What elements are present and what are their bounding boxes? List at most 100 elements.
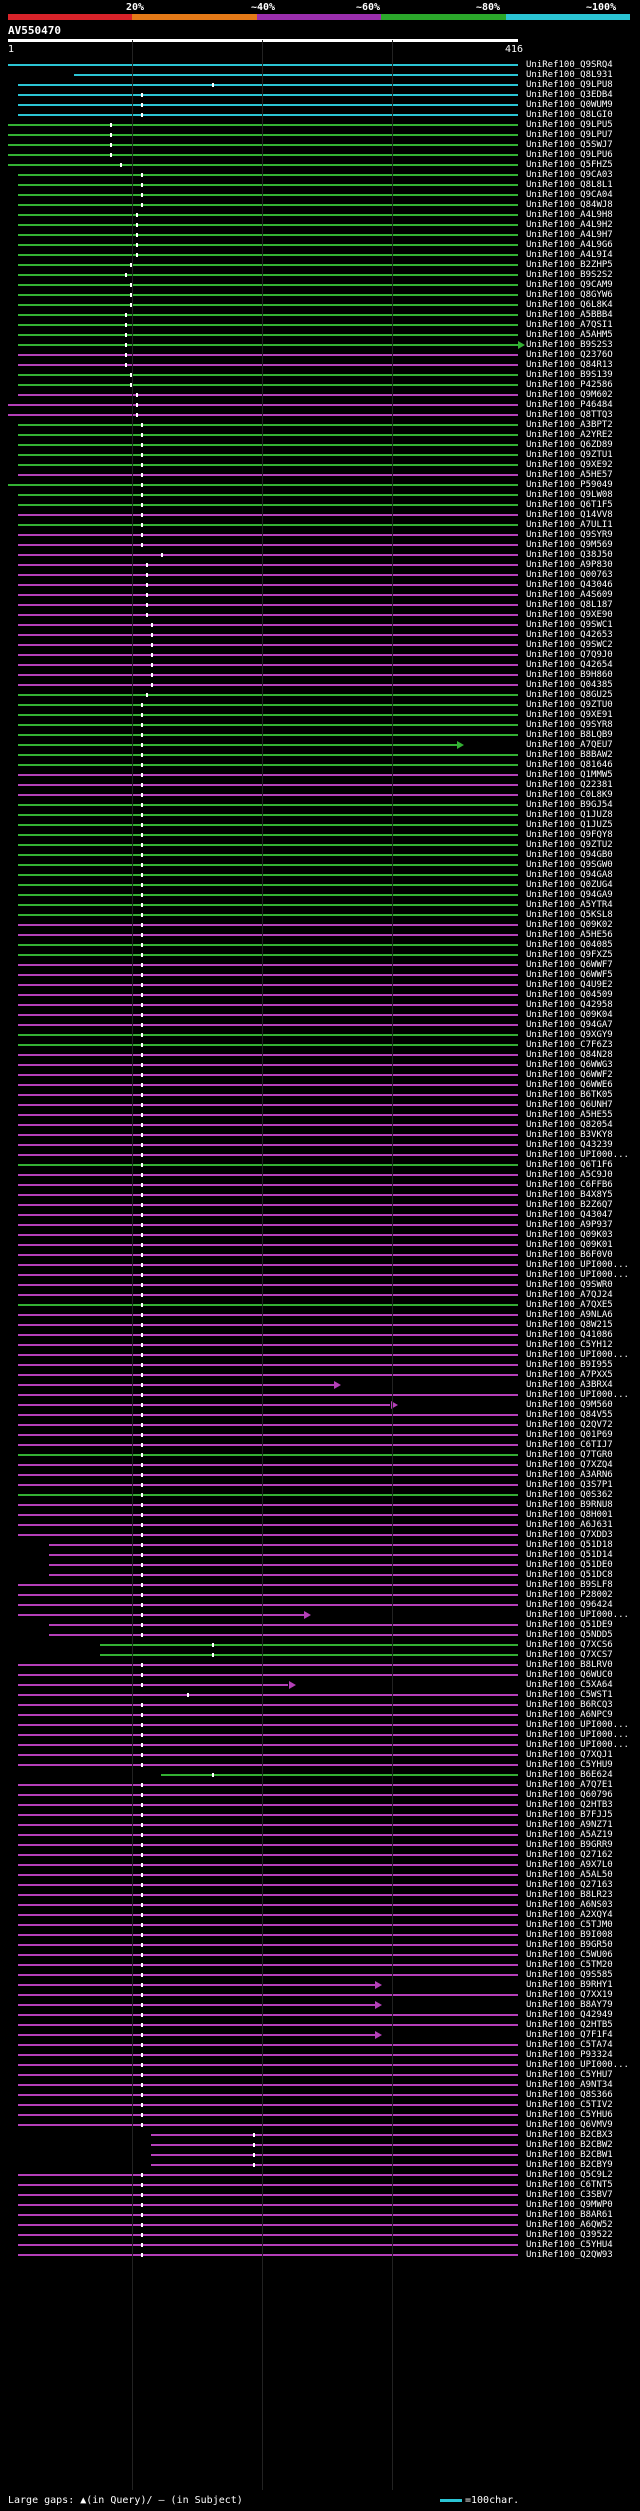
hit-row[interactable]: UniRef100_Q4U9E2 bbox=[0, 980, 640, 990]
hit-label[interactable]: UniRef100_B6RCQ3 bbox=[526, 1700, 613, 1710]
hit-row[interactable]: UniRef100_UPI000... bbox=[0, 1150, 640, 1160]
hit-label[interactable]: UniRef100_Q51DE9 bbox=[526, 1620, 613, 1630]
hit-label[interactable]: UniRef100_Q6WWF5 bbox=[526, 970, 613, 980]
hit-row[interactable]: UniRef100_Q8TTQ3 bbox=[0, 410, 640, 420]
hit-label[interactable]: UniRef100_B9I955 bbox=[526, 1360, 613, 1370]
hit-label[interactable]: UniRef100_UPI000... bbox=[526, 1730, 629, 1740]
hit-label[interactable]: UniRef100_A7PXX5 bbox=[526, 1370, 613, 1380]
hit-label[interactable]: UniRef100_A7QEU7 bbox=[526, 740, 613, 750]
hit-label[interactable]: UniRef100_Q6L8K4 bbox=[526, 300, 613, 310]
hit-row[interactable]: UniRef100_B7FJJ5 bbox=[0, 1810, 640, 1820]
hit-row[interactable]: UniRef100_Q7XZQ4 bbox=[0, 1460, 640, 1470]
hit-label[interactable]: UniRef100_Q00763 bbox=[526, 570, 613, 580]
hit-label[interactable]: UniRef100_Q84V55 bbox=[526, 1410, 613, 1420]
hit-row[interactable]: UniRef100_Q42958 bbox=[0, 1000, 640, 1010]
hit-label[interactable]: UniRef100_A4L9I4 bbox=[526, 250, 613, 260]
hit-row[interactable]: UniRef100_A9P937 bbox=[0, 1220, 640, 1230]
hit-label[interactable]: UniRef100_A5BBB4 bbox=[526, 310, 613, 320]
hit-row[interactable]: UniRef100_Q09K01 bbox=[0, 1240, 640, 1250]
hit-row[interactable]: UniRef100_Q14VV8 bbox=[0, 510, 640, 520]
hit-label[interactable]: UniRef100_Q4U9E2 bbox=[526, 980, 613, 990]
hit-row[interactable]: UniRef100_Q9SWR0 bbox=[0, 1280, 640, 1290]
hit-row[interactable]: UniRef100_A7ULI1 bbox=[0, 520, 640, 530]
hit-label[interactable]: UniRef100_B8LR23 bbox=[526, 1890, 613, 1900]
hit-label[interactable]: UniRef100_B9S2S3 bbox=[526, 340, 613, 350]
hit-label[interactable]: UniRef100_B8LQB9 bbox=[526, 730, 613, 740]
hit-row[interactable]: UniRef100_C5YHU4 bbox=[0, 2240, 640, 2250]
hit-row[interactable]: UniRef100_C5YHU7 bbox=[0, 2070, 640, 2080]
hit-label[interactable]: UniRef100_A5HE57 bbox=[526, 470, 613, 480]
hit-label[interactable]: UniRef100_Q51D18 bbox=[526, 1540, 613, 1550]
hit-label[interactable]: UniRef100_C3SBV7 bbox=[526, 2190, 613, 2200]
hit-label[interactable]: UniRef100_Q43239 bbox=[526, 1140, 613, 1150]
hit-row[interactable]: UniRef100_B9RNU8 bbox=[0, 1500, 640, 1510]
hit-label[interactable]: UniRef100_Q8L187 bbox=[526, 600, 613, 610]
hit-label[interactable]: UniRef100_Q51D14 bbox=[526, 1550, 613, 1560]
hit-row[interactable]: UniRef100_Q84N28 bbox=[0, 1050, 640, 1060]
hit-row[interactable]: UniRef100_A7Q7E1 bbox=[0, 1780, 640, 1790]
hit-label[interactable]: UniRef100_Q5KSL8 bbox=[526, 910, 613, 920]
hit-row[interactable]: UniRef100_A5C9J0 bbox=[0, 1170, 640, 1180]
hit-label[interactable]: UniRef100_Q82054 bbox=[526, 1120, 613, 1130]
hit-label[interactable]: UniRef100_B6F0V0 bbox=[526, 1250, 613, 1260]
hit-label[interactable]: UniRef100_Q27163 bbox=[526, 1880, 613, 1890]
hit-row[interactable]: UniRef100_Q0ZUG4 bbox=[0, 880, 640, 890]
hit-row[interactable]: UniRef100_Q8S366 bbox=[0, 2090, 640, 2100]
hit-row[interactable]: UniRef100_Q9LW08 bbox=[0, 490, 640, 500]
hit-row[interactable]: UniRef100_A4L9H2 bbox=[0, 220, 640, 230]
hit-row[interactable]: UniRef100_UPI000... bbox=[0, 1260, 640, 1270]
hit-label[interactable]: UniRef100_A5AL50 bbox=[526, 1870, 613, 1880]
hit-label[interactable]: UniRef100_Q9LPU7 bbox=[526, 130, 613, 140]
hit-label[interactable]: UniRef100_Q01P69 bbox=[526, 1430, 613, 1440]
hit-row[interactable]: UniRef100_Q9FQY8 bbox=[0, 830, 640, 840]
hit-row[interactable]: UniRef100_C6TIJ7 bbox=[0, 1440, 640, 1450]
hit-label[interactable]: UniRef100_B9GRR9 bbox=[526, 1840, 613, 1850]
hit-row[interactable]: UniRef100_Q9ZTU1 bbox=[0, 450, 640, 460]
hit-row[interactable]: UniRef100_Q6ZD89 bbox=[0, 440, 640, 450]
hit-label[interactable]: UniRef100_Q9SRQ4 bbox=[526, 60, 613, 70]
hit-label[interactable]: UniRef100_Q94GB0 bbox=[526, 850, 613, 860]
hit-row[interactable]: UniRef100_Q9FXZ5 bbox=[0, 950, 640, 960]
hit-label[interactable]: UniRef100_C5WU06 bbox=[526, 1950, 613, 1960]
hit-label[interactable]: UniRef100_Q0WUM9 bbox=[526, 100, 613, 110]
hit-row[interactable]: UniRef100_Q7Q9J0 bbox=[0, 650, 640, 660]
hit-label[interactable]: UniRef100_C5YHU4 bbox=[526, 2240, 613, 2250]
hit-row[interactable]: UniRef100_B8LRV0 bbox=[0, 1660, 640, 1670]
hit-label[interactable]: UniRef100_P28002 bbox=[526, 1590, 613, 1600]
hit-row[interactable]: UniRef100_Q84R13 bbox=[0, 360, 640, 370]
hit-label[interactable]: UniRef100_C5YHU6 bbox=[526, 2110, 613, 2120]
hit-label[interactable]: UniRef100_C5TA74 bbox=[526, 2040, 613, 2050]
hit-row[interactable]: UniRef100_P42586 bbox=[0, 380, 640, 390]
hit-row[interactable]: UniRef100_A3BRX4 bbox=[0, 1380, 640, 1390]
hit-label[interactable]: UniRef100_Q9SYR9 bbox=[526, 530, 613, 540]
hit-row[interactable]: UniRef100_Q6VMV9 bbox=[0, 2120, 640, 2130]
hit-label[interactable]: UniRef100_B2CBY9 bbox=[526, 2160, 613, 2170]
hit-row[interactable]: UniRef100_Q8L187 bbox=[0, 600, 640, 610]
hit-row[interactable]: UniRef100_Q9LPU7 bbox=[0, 130, 640, 140]
hit-label[interactable]: UniRef100_C5XA64 bbox=[526, 1680, 613, 1690]
hit-label[interactable]: UniRef100_A6QW52 bbox=[526, 2220, 613, 2230]
hit-label[interactable]: UniRef100_C5TIV2 bbox=[526, 2100, 613, 2110]
hit-label[interactable]: UniRef100_Q51DE0 bbox=[526, 1560, 613, 1570]
hit-row[interactable]: UniRef100_A4L9H8 bbox=[0, 210, 640, 220]
hit-row[interactable]: UniRef100_B2ZHP5 bbox=[0, 260, 640, 270]
hit-label[interactable]: UniRef100_Q42949 bbox=[526, 2010, 613, 2020]
hit-row[interactable]: UniRef100_A5AHM5 bbox=[0, 330, 640, 340]
hit-label[interactable]: UniRef100_A4L9H7 bbox=[526, 230, 613, 240]
hit-row[interactable]: UniRef100_B6RCQ3 bbox=[0, 1700, 640, 1710]
hit-row[interactable]: UniRef100_Q9MWP0 bbox=[0, 2200, 640, 2210]
hit-row[interactable]: UniRef100_C5TIV2 bbox=[0, 2100, 640, 2110]
hit-row[interactable]: UniRef100_C5TJM0 bbox=[0, 1920, 640, 1930]
hit-row[interactable]: UniRef100_Q60796 bbox=[0, 1790, 640, 1800]
hit-label[interactable]: UniRef100_A7QJ24 bbox=[526, 1290, 613, 1300]
hit-label[interactable]: UniRef100_Q41086 bbox=[526, 1330, 613, 1340]
hit-label[interactable]: UniRef100_B9SLF8 bbox=[526, 1580, 613, 1590]
hit-label[interactable]: UniRef100_Q6UNH7 bbox=[526, 1100, 613, 1110]
hit-row[interactable]: UniRef100_Q7XCS6 bbox=[0, 1640, 640, 1650]
hit-label[interactable]: UniRef100_A3BRX4 bbox=[526, 1380, 613, 1390]
hit-label[interactable]: UniRef100_Q51DC8 bbox=[526, 1570, 613, 1580]
hit-row[interactable]: UniRef100_B8LQB9 bbox=[0, 730, 640, 740]
hit-row[interactable]: UniRef100_Q9SYR8 bbox=[0, 720, 640, 730]
hit-row[interactable]: UniRef100_C3SBV7 bbox=[0, 2190, 640, 2200]
hit-label[interactable]: UniRef100_Q7XDD3 bbox=[526, 1530, 613, 1540]
